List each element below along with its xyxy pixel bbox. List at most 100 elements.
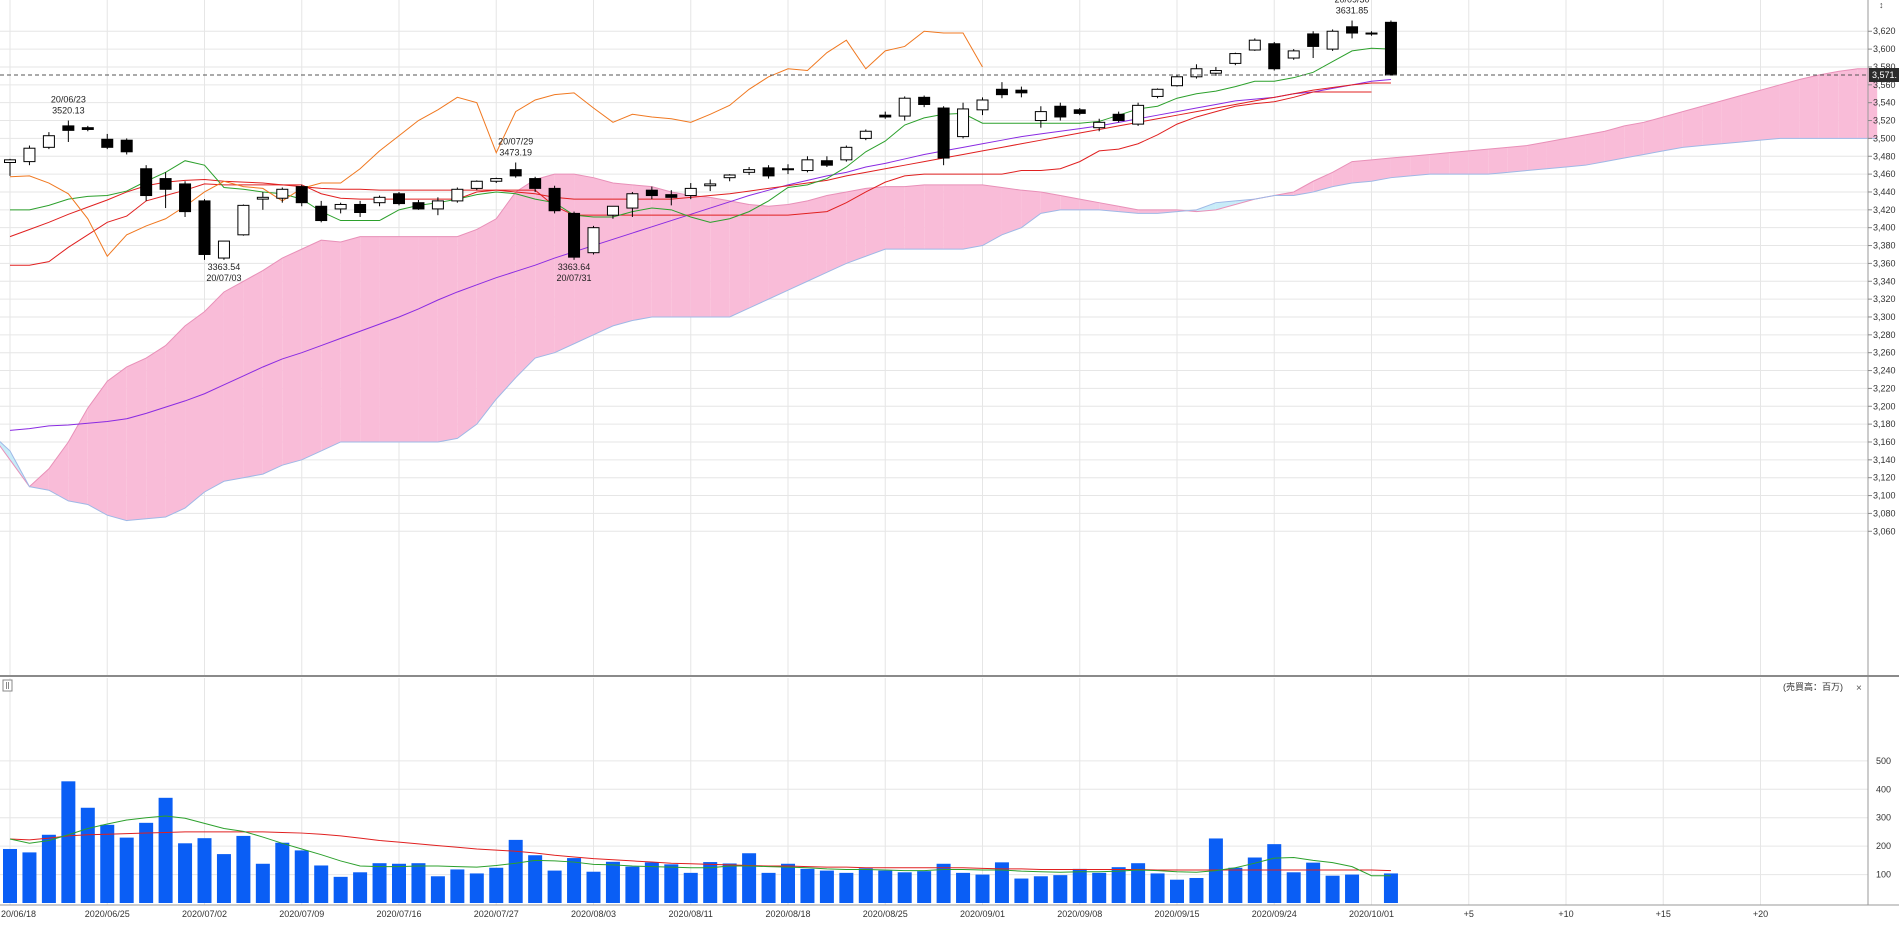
cloud-segment (1779, 79, 1800, 139)
volume-bar (936, 863, 951, 903)
price-tick-label: 3,480 (1873, 151, 1896, 161)
cloud-segment (340, 236, 361, 442)
cloud-segment (126, 358, 147, 521)
volume-bar (353, 872, 368, 903)
candlesticks (4, 20, 1397, 260)
date-tick-label: 2020/09/15 (1154, 909, 1199, 919)
volume-tick-label: 300 (1876, 813, 1891, 823)
volume-bar (800, 868, 815, 903)
extreme-price-annotation: 20/07/03 (206, 273, 241, 283)
cloud-segment (68, 408, 88, 505)
price-tick-label: 3,500 (1873, 133, 1896, 143)
cloud-segment (457, 229, 477, 439)
volume-axis: 500 400 300 200 100 (1876, 756, 1891, 880)
candle-body (1190, 68, 1203, 78)
cloud-segment (651, 186, 672, 317)
candle-body (918, 96, 931, 105)
volume-tick-label: 100 (1876, 870, 1891, 880)
cloud-segment (1604, 125, 1625, 162)
cloud-segment (788, 200, 808, 291)
senkou-span-b-line (0, 137, 1878, 522)
candle-body (373, 196, 386, 204)
close-icon[interactable]: × (1856, 683, 1862, 694)
candle-body (1384, 21, 1397, 76)
date-tick-label: 2020/08/25 (863, 909, 908, 919)
cloud-segment (48, 441, 69, 501)
cloud-segment (1313, 172, 1333, 192)
volume-bar (197, 838, 212, 903)
volume-bar (1228, 867, 1243, 903)
price-tick-label: 3,620 (1873, 26, 1896, 36)
extreme-price-annotation: 20/07/29 (498, 137, 533, 147)
date-tick-label: 2020/07/09 (279, 909, 324, 919)
axis-scroll-icon[interactable]: ↕ (1879, 0, 1884, 10)
cloud-segment (1040, 191, 1061, 214)
volume-tick-label: 200 (1876, 841, 1891, 851)
price-axis: 3,620 3,600 3,580 3,560 3,540 3,520 3,500 3,480… (1868, 26, 1896, 536)
price-tick-label: 3,540 (1873, 98, 1896, 108)
candle-body (1248, 39, 1261, 51)
candle-body (62, 125, 75, 131)
date-tick-label: 2020/07/16 (376, 909, 421, 919)
candle-body (859, 130, 872, 139)
volume-bar (897, 872, 912, 903)
volume-bar (1111, 867, 1126, 903)
extreme-price-annotation: 3363.64 (558, 262, 591, 272)
extreme-price-annotation: 20/09/30 (1335, 0, 1370, 5)
candle-body (995, 88, 1008, 96)
volume-bar (275, 842, 290, 903)
volume-bar (392, 863, 406, 903)
candle-body (1034, 111, 1047, 122)
volume-bar (469, 873, 484, 903)
volume-bar (333, 876, 348, 903)
tenkan-line (10, 47, 1391, 223)
cloud-segment (690, 195, 711, 317)
candle-body (23, 147, 36, 163)
cloud-segment (476, 218, 497, 425)
candle-body (840, 146, 853, 161)
cloud-segment (593, 177, 613, 335)
volume-bar (41, 834, 56, 903)
long-ma-line (9, 78, 1391, 431)
cloud-segment (496, 191, 516, 400)
cloud-segment (982, 184, 1002, 246)
cloud-segment (865, 186, 886, 257)
extreme-price-annotation: 3631.85 (1336, 6, 1369, 16)
panel-handle-icon[interactable] (2, 679, 13, 692)
volume-tick-label: 400 (1876, 784, 1891, 794)
date-tick-label: 2020/09/01 (960, 909, 1005, 919)
price-tick-label: 3,600 (1873, 44, 1896, 54)
volume-bar (508, 839, 523, 903)
volume-bar (858, 868, 873, 903)
cloud-segment (807, 195, 827, 282)
volume-bar (1150, 873, 1165, 903)
cloud-segment (1643, 116, 1664, 155)
cloud-segment (1857, 68, 1878, 139)
price-tick-label: 3,360 (1873, 258, 1896, 268)
volume-bar (178, 843, 193, 903)
volume-bar (3, 848, 17, 903)
candle-body (626, 193, 639, 209)
candle-body (1346, 26, 1359, 34)
price-tick-label: 3,080 (1873, 508, 1896, 518)
price-tick-label: 3,440 (1873, 187, 1896, 197)
price-tick-label: 3,380 (1873, 241, 1896, 251)
price-tick-label: 3,520 (1873, 116, 1896, 126)
candle-body (120, 139, 133, 153)
cloud-segment (749, 204, 769, 309)
candle-body (1287, 50, 1300, 59)
volume-bar (1131, 863, 1146, 903)
volume-tick-label: 500 (1876, 756, 1891, 766)
cloud-segment (1760, 84, 1780, 141)
cloud-segment (632, 184, 652, 321)
date-tick-label: 2020/09/24 (1252, 909, 1297, 919)
cloud-segment (671, 191, 691, 317)
price-tick-label: 3,340 (1873, 276, 1896, 286)
candle-body (101, 138, 114, 148)
volume-bar (22, 852, 37, 903)
candle-body (81, 127, 94, 130)
volume-bar (1092, 872, 1107, 903)
cloud-segment (963, 184, 983, 250)
extreme-price-annotation: 3473.19 (499, 148, 532, 158)
